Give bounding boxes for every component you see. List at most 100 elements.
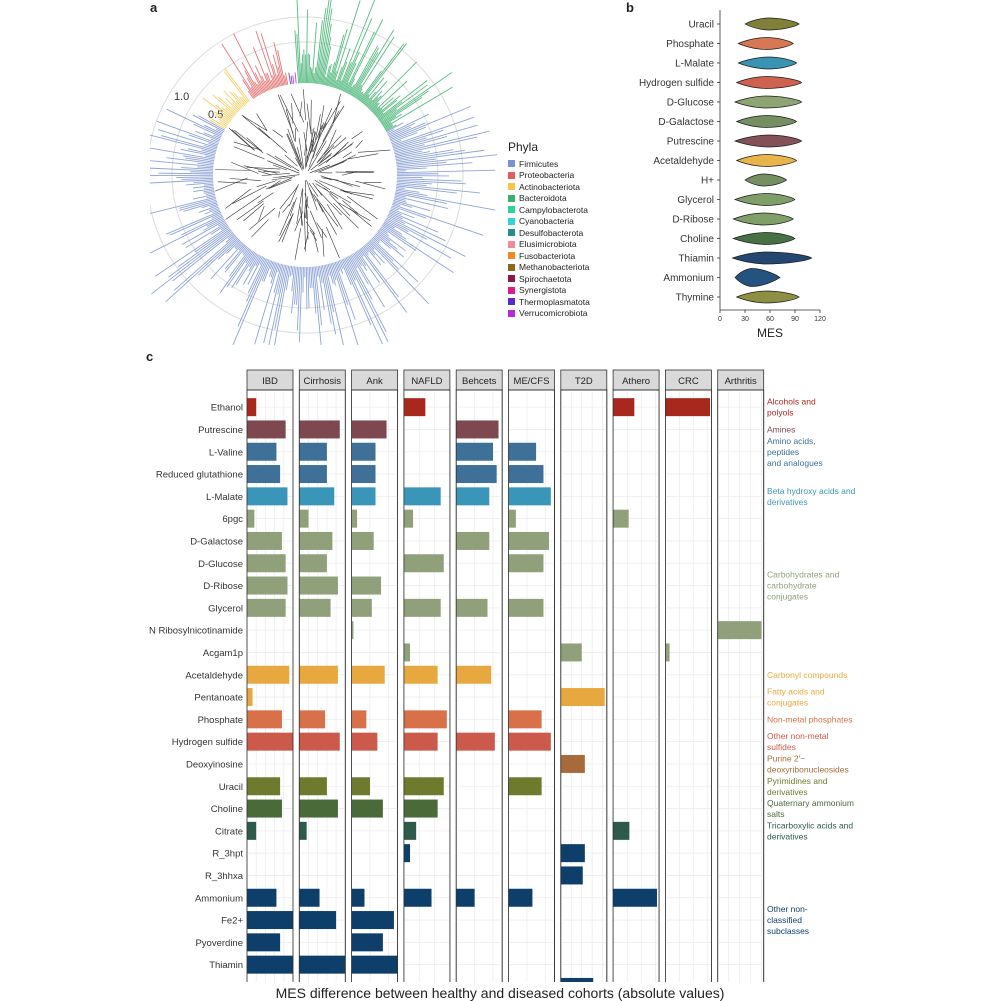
bar-category-label: D-Glucose (198, 559, 243, 570)
facet-nafld: NAFLD051015 (402, 370, 454, 982)
violin-x-tick-label: 30 (741, 316, 749, 323)
legend-label: Desulfobacterota (519, 228, 583, 238)
legend-swatch (508, 183, 515, 190)
bar-category-label: Pentanoate (194, 693, 243, 704)
tree-branch (306, 221, 315, 234)
bar (247, 777, 280, 795)
phylogenetic-tree-plot: 1.00.5 (150, 0, 510, 345)
bar-category-label: R_3hhxa (205, 871, 244, 882)
legend-item: Proteobacteria (508, 170, 590, 182)
violin-shape (738, 57, 796, 69)
tree-branch (305, 148, 306, 168)
bar (404, 487, 441, 505)
bar (561, 688, 605, 706)
tree-branch (257, 114, 268, 131)
bar (404, 844, 410, 862)
tree-tip-bar (341, 18, 372, 90)
tree-branch (340, 191, 374, 196)
tree-branch (313, 123, 326, 152)
legend-item: Spirochaetota (508, 273, 590, 285)
legend-swatch (508, 287, 515, 294)
bar-category-label: L-Malate (206, 492, 243, 503)
tree-branch (279, 211, 280, 217)
bar (352, 465, 376, 483)
tree-tip-bar (194, 181, 214, 182)
violin-category-label: D-Glucose (667, 98, 715, 109)
bar-category-label: Ammonium (195, 893, 243, 904)
bar (404, 510, 413, 528)
tree-tip-bar (166, 237, 237, 302)
violin-shape (733, 252, 812, 264)
bar (404, 889, 432, 907)
bar (299, 956, 345, 974)
bar (247, 599, 286, 617)
violin-shape (735, 135, 802, 147)
subclass-label: Alcohols and (767, 397, 816, 407)
facet-header-label: IBD (262, 376, 278, 387)
violin-shape (745, 18, 799, 30)
bar (299, 420, 339, 438)
bar-category-label: Ethanol (211, 403, 243, 414)
tree-branch (310, 211, 321, 238)
bar (247, 554, 286, 572)
tree-tip-bar (204, 184, 214, 185)
bar (247, 510, 254, 528)
violin-category-label: Phosphate (666, 39, 714, 50)
tree-tip-bar (213, 135, 220, 138)
bar (404, 800, 438, 818)
bar (247, 688, 253, 706)
tree-tip-bar (397, 177, 423, 178)
subclass-label: peptides (767, 447, 799, 457)
bar (299, 777, 327, 795)
tree-tip-bar (275, 265, 288, 329)
facet-panel (665, 390, 711, 982)
subclass-label: Quaternary ammonium (767, 798, 854, 808)
tree-tip-bar (339, 0, 375, 90)
tree-tip-bar (293, 76, 294, 84)
tree-tip-bar (170, 212, 221, 235)
legend-swatch (508, 218, 515, 225)
bar (247, 800, 282, 818)
bar (509, 443, 537, 461)
facet-cirrhosis: Cirrhosis0510152025 (297, 370, 349, 982)
bar (404, 733, 438, 751)
facet-athero: Athero0246 (611, 370, 659, 982)
bar (299, 465, 327, 483)
violin-shape (737, 291, 800, 303)
violin-shape (735, 96, 802, 108)
subclass-label: subclasses (767, 926, 809, 936)
subclass-label: Carbonyl compounds (767, 670, 847, 680)
tree-branch (247, 167, 281, 169)
subclass-label: Amines (767, 424, 795, 434)
bar (509, 599, 544, 617)
bar (456, 599, 487, 617)
bar-category-label: Citrate (215, 826, 243, 837)
tree-branch (315, 180, 330, 190)
bar-category-label: Uracil (219, 782, 243, 793)
bar (404, 398, 425, 416)
bar (299, 577, 338, 595)
tree-branch (232, 186, 266, 204)
subclass-label: deoxyribonucleosides (767, 764, 849, 774)
phyla-legend-title: Phyla (508, 140, 590, 154)
tree-tip-bar (295, 72, 296, 83)
bar (509, 510, 516, 528)
bar (613, 398, 634, 416)
violin-shape (745, 174, 787, 186)
violin-category-label: D-Galactose (658, 117, 714, 128)
bar (561, 844, 585, 862)
legend-swatch (508, 241, 515, 248)
bar (247, 822, 256, 840)
bar-category-label: Choline (211, 804, 243, 815)
tree-tip-bar (360, 44, 404, 102)
bar (456, 889, 474, 907)
tree-branch (215, 178, 247, 191)
bar-category-label: Putrescine (198, 425, 243, 436)
bar (247, 443, 276, 461)
tree-tip-bar (306, 267, 307, 309)
tree-branch (290, 197, 297, 216)
bar (352, 666, 385, 684)
subclass-label: polyols (767, 408, 793, 418)
bar (561, 978, 593, 982)
